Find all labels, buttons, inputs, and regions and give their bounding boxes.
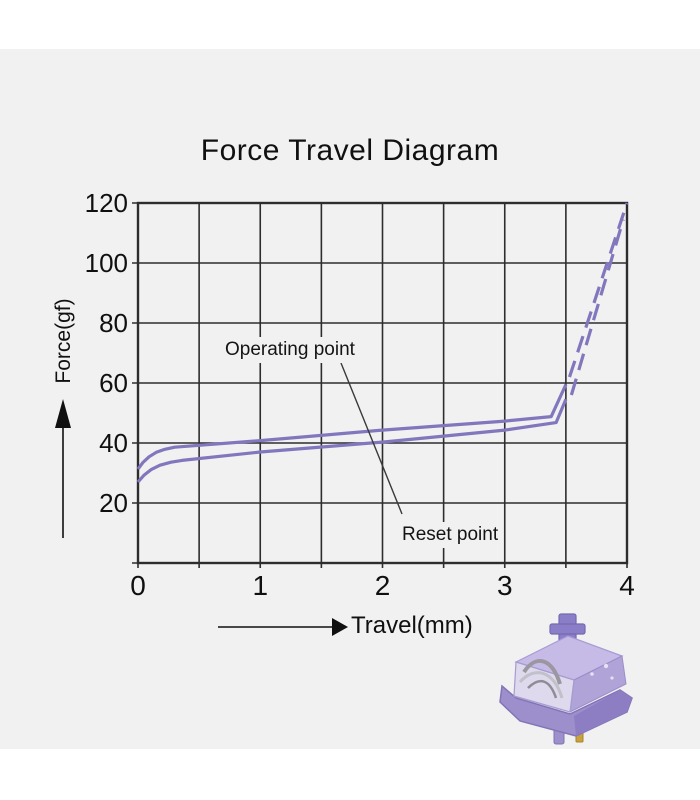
y-tick-label: 20 <box>99 488 128 518</box>
y-tick-label: 120 <box>84 188 128 218</box>
plot-border <box>136 201 629 565</box>
grid-lines <box>132 202 628 568</box>
x-axis-arrow <box>218 618 348 636</box>
switch-bottom-housing <box>499 684 633 737</box>
force-curves <box>136 202 629 484</box>
x-tick-label: 1 <box>252 570 269 601</box>
x-tick-label: 0 <box>130 570 146 601</box>
curve-release-bottom-out <box>569 219 625 396</box>
curve-press-bottom-out <box>567 202 629 378</box>
callout-line <box>340 362 403 515</box>
curve-press-stroke <box>136 383 568 471</box>
y-tick-label: 80 <box>99 308 128 338</box>
y-tick-label: 100 <box>84 248 128 278</box>
x-tick-label: 4 <box>619 570 635 601</box>
chart-title: Force Travel Diagram <box>200 134 500 167</box>
x-tick-label: 2 <box>374 570 391 601</box>
switch-top-housing <box>513 635 627 713</box>
reset-point-label: Reset point <box>397 522 504 548</box>
x-tick-label: 3 <box>496 570 513 601</box>
y-tick-label: 60 <box>99 368 128 398</box>
y-axis-arrow <box>55 399 71 538</box>
y-tick-label: 40 <box>99 428 128 458</box>
x-axis-label: Travel(mm) <box>351 611 473 639</box>
purple-switch-photo <box>499 613 633 745</box>
operating-point-label: Operating point <box>220 337 360 363</box>
curve-release-stroke <box>136 398 568 484</box>
